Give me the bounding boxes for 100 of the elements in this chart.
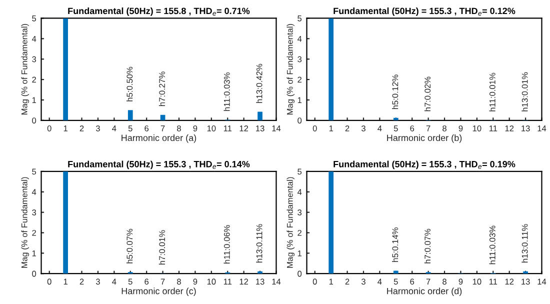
annotation: h13:0.11% [522, 224, 528, 262]
x-tick-label: 10 [207, 125, 216, 132]
x-tick-label: 2 [345, 125, 350, 132]
chart-title: Fundamental (50Hz) = 155.3 , THD$_{e}$= 0.14% [68, 160, 250, 170]
x-tick-label: 0 [312, 125, 317, 132]
y-tick-label: 0 [32, 118, 36, 124]
annotation: h7:0.01% [158, 230, 166, 264]
x-tick-label: 12 [240, 278, 248, 284]
y-tick-label: 1 [32, 250, 36, 256]
annotation: h13:0.01% [522, 72, 528, 112]
x-axis-title: Harmonic order (d) [387, 288, 462, 296]
x-tick-label: 8 [177, 125, 181, 132]
x-tick-label: 11 [224, 278, 232, 284]
y-tick-label: 4 [32, 189, 36, 195]
y-tick-label: 3 [298, 210, 302, 216]
x-tick-label: 3 [96, 125, 100, 132]
annotation: h13:0.42% [256, 64, 262, 103]
y-tick-label: 3 [32, 56, 36, 62]
y-tick-label: 2 [298, 76, 302, 83]
annotation: h13:0.11% [256, 224, 262, 262]
x-tick-label: 4 [112, 126, 116, 132]
x-tick-label: 6 [410, 278, 414, 285]
x-tick-label: 8 [442, 125, 446, 132]
x-tick-label: 2 [345, 278, 350, 284]
x-tick-label: 13 [256, 125, 264, 132]
bar [128, 110, 133, 120]
y-tick-label: 5 [32, 168, 36, 175]
x-tick-label: 8 [177, 278, 181, 285]
x-tick-label: 9 [458, 278, 463, 285]
chart-title: Fundamental (50Hz) = 155.3 , THD$_{e}$= 0.19% [334, 160, 516, 170]
annotation: h7:0.27% [158, 72, 166, 106]
annotation: h5:0.07% [126, 228, 133, 264]
x-tick-label: 11 [489, 278, 498, 284]
x-tick-label: 9 [193, 125, 198, 132]
annotation: h11:0.01% [489, 72, 496, 112]
annotation: h5:0.50% [126, 66, 133, 102]
y-axis-title: Mag (% of Fundamental) [286, 177, 294, 268]
y-tick-label: 5 [298, 168, 302, 175]
x-tick-label: 1 [329, 126, 333, 132]
y-tick-label: 3 [298, 56, 302, 62]
x-tick-label: 4 [112, 278, 116, 284]
x-tick-label: 3 [361, 125, 366, 132]
x-tick-label: 3 [96, 278, 100, 285]
x-tick-label: 6 [144, 125, 149, 132]
x-tick-label: 7 [160, 278, 165, 284]
y-tick-label: 2 [32, 76, 36, 83]
y-tick-label: 4 [32, 36, 36, 42]
x-tick-label: 10 [472, 125, 482, 132]
x-tick-label: 9 [193, 278, 198, 285]
x-tick-label: 8 [442, 278, 446, 285]
chart-title: Fundamental (50Hz) = 155.8 , THD$_{e}$= 0.71% [68, 7, 250, 16]
x-axis-title: Harmonic order (b) [387, 134, 462, 143]
chart-title: Fundamental (50Hz) = 155.3 , THD$_{e}$= 0.12% [334, 7, 516, 16]
y-tick-label: 1 [298, 97, 302, 103]
x-tick-label: 14 [538, 126, 546, 132]
x-tick-label: 6 [144, 278, 149, 285]
bar [63, 171, 68, 274]
annotation: h7:0.02% [424, 76, 431, 112]
y-tick-label: 2 [298, 230, 302, 236]
x-tick-label: 4 [378, 278, 382, 284]
x-tick-label: 14 [272, 126, 281, 132]
x-tick-label: 4 [378, 126, 382, 132]
x-tick-label: 0 [312, 278, 317, 285]
y-tick-label: 5 [298, 16, 302, 22]
x-tick-label: 5 [394, 126, 398, 132]
x-tick-label: 10 [472, 278, 482, 285]
x-tick-label: 10 [207, 278, 216, 285]
y-tick-label: 0 [298, 270, 302, 277]
x-tick-label: 3 [361, 278, 366, 285]
annotation: h11:0.03% [489, 226, 496, 264]
x-tick-label: 13 [256, 278, 264, 285]
x-tick-label: 5 [394, 278, 398, 285]
x-tick-label: 7 [160, 126, 165, 132]
y-tick-label: 4 [297, 36, 302, 42]
x-tick-label: 12 [240, 125, 248, 132]
x-tick-label: 1 [64, 126, 68, 132]
x-tick-label: 1 [329, 278, 333, 284]
x-tick-label: 12 [505, 125, 514, 132]
x-tick-label: 11 [224, 126, 232, 132]
bar [328, 171, 334, 274]
y-tick-label: 2 [32, 230, 36, 236]
x-tick-label: 5 [128, 278, 132, 285]
y-tick-label: 5 [32, 16, 36, 22]
x-tick-label: 2 [80, 125, 84, 132]
y-tick-label: 1 [298, 250, 302, 256]
x-tick-label: 1 [64, 278, 68, 284]
x-tick-label: 14 [272, 278, 281, 284]
x-tick-label: 14 [538, 278, 546, 284]
x-tick-label: 9 [458, 125, 463, 132]
bar [258, 112, 262, 120]
x-tick-label: 13 [522, 278, 530, 285]
y-axis-title: Mag (% of Fundamental) [286, 24, 294, 114]
x-axis-title: Harmonic order (a) [122, 134, 196, 143]
x-tick-label: 5 [128, 126, 132, 132]
y-axis-title: Mag (% of Fundamental) [21, 24, 29, 114]
annotation: h5:0.14% [392, 227, 398, 262]
x-tick-label: 0 [47, 278, 52, 285]
y-axis-title: Mag (% of Fundamental) [21, 177, 29, 268]
x-tick-label: 7 [426, 278, 430, 284]
x-tick-label: 13 [522, 125, 530, 132]
